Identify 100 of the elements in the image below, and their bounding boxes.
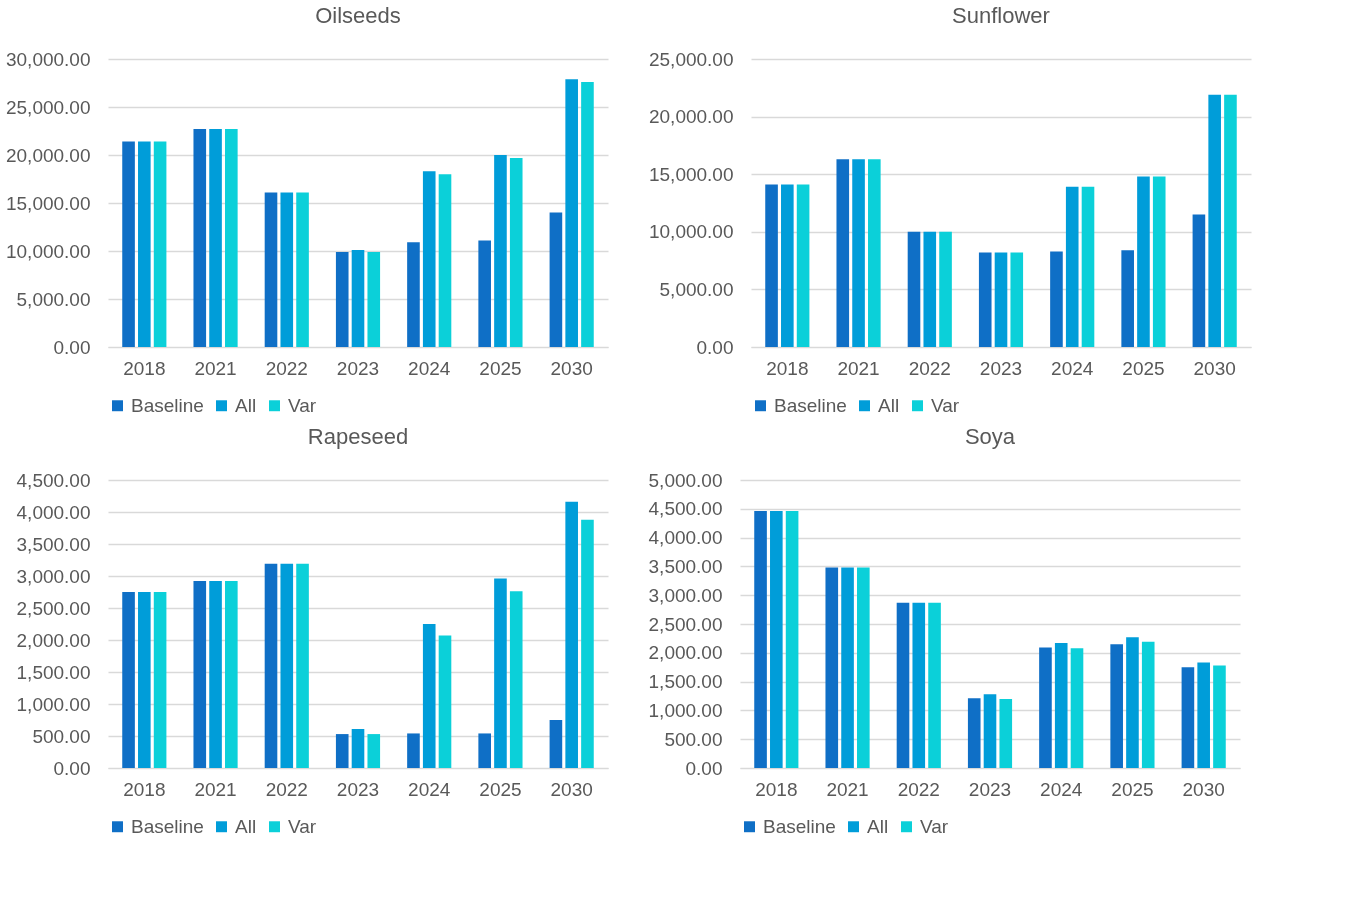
bar: [796, 184, 810, 347]
bar: [923, 231, 937, 347]
y-tick-label: 25,000.00: [5, 96, 91, 118]
bar: [138, 592, 151, 768]
x-tick-label: 2023: [336, 778, 380, 800]
bar: [857, 567, 870, 768]
bar: [225, 129, 238, 347]
y-tick-label: 1,500.00: [16, 661, 91, 683]
y-tick-label: 500.00: [32, 725, 91, 747]
bar: [1181, 667, 1195, 768]
x-tick-label: 2021: [837, 357, 880, 379]
x-tick-label: 2022: [265, 357, 308, 379]
y-tick-label: 3,000.00: [648, 584, 723, 606]
x-tick-label: 2021: [194, 357, 237, 379]
y-tick-label: 15,000.00: [648, 163, 734, 185]
bar: [785, 511, 799, 768]
bar: [1197, 662, 1210, 768]
chart-title: Soya: [964, 424, 1016, 449]
bar: [478, 240, 491, 347]
x-tick-label: 2021: [826, 778, 869, 800]
bar: [494, 155, 507, 347]
y-tick-label: 1,000.00: [648, 699, 723, 721]
bar: [138, 141, 151, 347]
x-tick-label: 2024: [408, 357, 451, 379]
y-tick-label: 0.00: [53, 757, 91, 779]
y-tick-label: 0.00: [685, 757, 723, 779]
bar: [1152, 176, 1166, 347]
bar: [122, 141, 135, 347]
bar: [781, 184, 794, 347]
x-tick-label: 2025: [1122, 357, 1165, 379]
x-tick-label: 2030: [550, 357, 593, 379]
y-tick-label: 30,000.00: [5, 48, 91, 70]
bar: [994, 252, 1008, 347]
legend-label: Baseline: [131, 815, 204, 837]
bar: [438, 635, 452, 768]
x-tick-label: 2018: [766, 357, 809, 379]
bar: [209, 581, 222, 768]
bar: [153, 592, 167, 768]
bar: [422, 171, 436, 347]
x-tick-label: 2023: [979, 357, 1023, 379]
x-tick-label: 2025: [479, 357, 522, 379]
bar: [841, 567, 854, 768]
y-tick-label: 3,500.00: [16, 533, 91, 555]
y-tick-label: 1,500.00: [648, 671, 723, 693]
bar: [999, 698, 1013, 768]
bar: [1039, 647, 1052, 768]
bar: [549, 720, 563, 768]
x-tick-label: 2030: [550, 778, 593, 800]
bar: [335, 251, 349, 347]
bar: [438, 174, 452, 347]
legend-label: Baseline: [131, 394, 204, 416]
bar: [1126, 637, 1139, 768]
x-tick-label: 2024: [408, 778, 451, 800]
bar: [367, 251, 381, 347]
bar: [581, 82, 594, 347]
bar: [907, 231, 921, 347]
legend-label: Baseline: [763, 815, 836, 837]
bar: [296, 192, 309, 347]
bar: [153, 141, 167, 347]
y-tick-label: 4,000.00: [16, 501, 91, 523]
bar: [122, 592, 135, 768]
x-tick-label: 2030: [1182, 778, 1225, 800]
y-tick-label: 15,000.00: [5, 192, 91, 214]
bar: [1141, 641, 1155, 768]
y-tick-label: 4,500.00: [648, 498, 723, 520]
x-tick-label: 2022: [897, 778, 940, 800]
bar: [351, 728, 365, 768]
y-tick-label: 3,500.00: [648, 555, 723, 577]
y-tick-label: 2,000.00: [648, 642, 723, 664]
y-tick-label: 5,000.00: [16, 288, 91, 310]
bar: [209, 129, 222, 347]
y-tick-label: 4,500.00: [16, 469, 91, 491]
bar: [852, 159, 865, 347]
legend-label: All: [878, 394, 900, 416]
y-tick-label: 3,000.00: [16, 565, 91, 587]
bar: [351, 250, 365, 347]
chart-title: Oilseeds: [315, 3, 401, 28]
bar: [1208, 94, 1221, 347]
y-tick-label: 0.00: [696, 336, 734, 358]
bar: [509, 591, 523, 768]
x-tick-label: 2021: [194, 778, 237, 800]
bar: [280, 563, 294, 768]
bar: [983, 694, 997, 768]
bar: [264, 563, 278, 768]
x-tick-label: 2022: [265, 778, 308, 800]
bar: [494, 578, 507, 768]
bar: [1192, 214, 1206, 347]
bar: [565, 501, 578, 768]
bar: [1065, 186, 1079, 347]
bar: [509, 157, 523, 347]
y-tick-label: 4,000.00: [648, 527, 723, 549]
y-tick-label: 20,000.00: [5, 144, 91, 166]
bar: [367, 734, 381, 768]
x-tick-label: 2022: [908, 357, 951, 379]
bar: [581, 519, 594, 768]
legend-label: Var: [288, 394, 317, 416]
bar: [1050, 251, 1063, 347]
bar: [1081, 186, 1095, 347]
x-tick-label: 2024: [1051, 357, 1094, 379]
chart-title: Rapeseed: [307, 424, 409, 449]
